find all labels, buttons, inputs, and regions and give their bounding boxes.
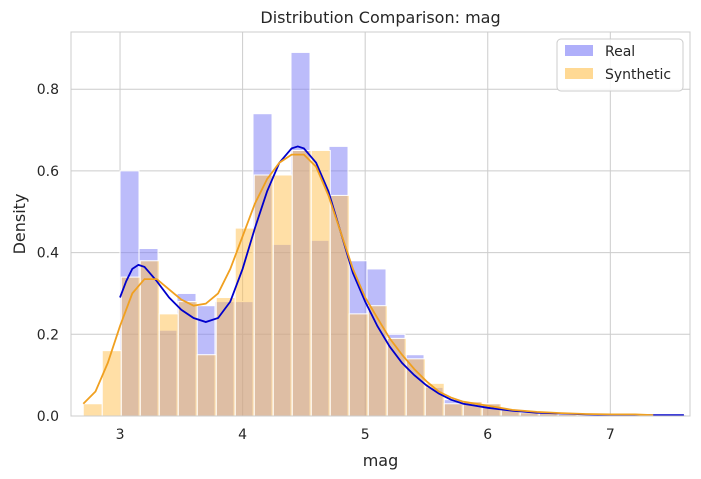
y-tick-labels: 0.0 0.2 0.4 0.6 0.8 [37, 82, 59, 425]
x-tick-labels: 3 4 5 6 7 [116, 427, 615, 443]
y-tick-label: 0.2 [37, 327, 59, 343]
x-tick-label: 3 [116, 427, 125, 443]
legend-swatch [565, 45, 593, 56]
chart-title: Distribution Comparison: mag [260, 8, 500, 27]
synthetic-bar [196, 354, 217, 417]
y-tick-label: 0.6 [37, 164, 59, 180]
synthetic-bar [253, 174, 274, 417]
x-tick-label: 7 [606, 427, 615, 443]
x-tick-label: 5 [361, 427, 370, 443]
synthetic-bar [158, 313, 179, 417]
legend-label: Synthetic [605, 67, 671, 83]
synthetic-bar [386, 337, 407, 417]
y-tick-label: 0.4 [37, 246, 59, 262]
synthetic-bar [405, 358, 426, 417]
synthetic-bar [139, 260, 160, 417]
y-tick-label: 0.8 [37, 82, 59, 98]
kde-curves [82, 145, 684, 417]
synthetic-bar [348, 313, 369, 417]
legend-swatch [565, 68, 593, 79]
synthetic-kde-line [82, 153, 654, 417]
synthetic-bar [367, 305, 388, 417]
synthetic-bar [291, 149, 312, 417]
x-axis-label: mag [363, 451, 399, 470]
synthetic-bar [272, 174, 293, 417]
synthetic-bar [443, 403, 464, 417]
x-tick-label: 4 [238, 427, 247, 443]
x-tick-label: 6 [483, 427, 492, 443]
y-tick-label: 0.0 [37, 409, 59, 425]
plot-frame [70, 31, 691, 417]
synthetic-bar [234, 227, 255, 417]
legend-label: Real [605, 44, 635, 60]
synthetic-bar [101, 350, 122, 417]
synthetic-bar [82, 403, 103, 417]
legend: Real Synthetic [556, 38, 684, 92]
y-axis-label: Density [10, 194, 29, 255]
